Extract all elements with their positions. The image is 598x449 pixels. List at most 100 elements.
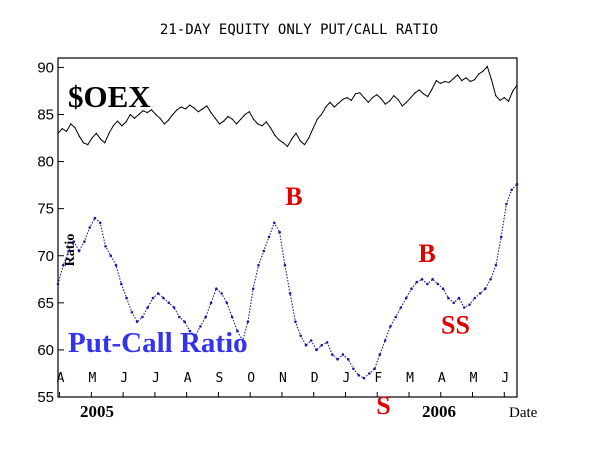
ratio-point [426,282,429,286]
ratio-point [230,315,234,319]
oex-point [367,101,369,103]
oex-point [176,109,178,111]
ratio-point [431,278,434,281]
x-tick-label: J [152,371,160,386]
oex-point [312,128,314,130]
oex-point [439,82,442,84]
ratio-point [156,292,160,295]
oex-point [350,99,352,101]
ratio-point [225,301,229,305]
oex-point [388,100,391,102]
ratio-point [415,280,419,284]
oex-point [461,80,463,82]
ratio-point [383,339,387,342]
oex-point [235,123,238,125]
x-tick-label: F [374,371,382,386]
ratio-point [125,296,128,300]
oex-point [371,97,374,99]
oex-point [240,118,242,120]
ratio-point [251,287,255,291]
ratio-point [510,188,513,192]
ratio-point [362,376,366,380]
ratio-point [209,301,213,305]
signal-label: B [285,182,302,211]
ratio-point [241,339,244,342]
oex-point [337,102,340,104]
oex-point [184,108,187,110]
ratio-point [404,296,408,300]
oex-point [159,117,161,119]
ratio-point [162,296,165,300]
oex-point [231,118,233,120]
ratio-point [77,249,81,253]
ratio-point [494,263,498,267]
ratio-point [188,329,192,333]
ratio-point [331,353,334,356]
ratio-point [130,311,134,314]
ratio-point [72,240,76,243]
oex-point [278,139,280,141]
oex-point [303,144,306,146]
ratio-point [273,221,276,225]
x-tick-label: J [501,371,509,386]
oex-point [478,73,480,75]
oex-point [414,92,416,94]
ratio-point [151,296,155,300]
x-tick-label: A [438,371,446,386]
oex-point [427,96,429,98]
oex-point [444,80,446,83]
oex-point [380,97,382,100]
oex-point [87,144,89,146]
signal-label: S [376,391,390,420]
ratio-point [294,320,297,324]
ratio-point [473,296,477,300]
ratio-point [325,341,329,344]
oex-point [257,123,259,125]
oex-point [291,138,293,140]
oex-point [142,110,144,112]
ratio-point [336,358,339,361]
oex-point [431,88,433,90]
x-tick-label: A [184,371,192,386]
oex-point [65,130,68,132]
oex-point [316,118,318,120]
oex-point [125,121,127,123]
oex-point [325,106,327,108]
oex-point [112,125,114,127]
ratio-point [378,353,382,356]
oex-point [295,132,297,134]
ratio-point [352,367,355,371]
x-tick-label: N [279,371,287,386]
oex-point [201,108,204,110]
y-axis: 55 60 65 70 75 80 85 90 [37,59,64,406]
oex-point [384,103,386,105]
ratio-point [441,287,445,291]
y-axis-label: Ratio [63,234,78,267]
oex-point [223,120,225,122]
ratio-point [56,282,60,286]
oex-point [74,127,76,129]
ratio-point [299,334,303,338]
oex-point [167,119,170,121]
oex-point [265,121,267,123]
oex-point [456,74,459,76]
y-tick-label: 75 [37,201,54,218]
oex-point [405,101,408,103]
ratio-point [452,301,456,305]
oex-point [197,111,199,113]
ratio-point [484,287,487,291]
ratio-point [478,292,482,295]
ratio-point [62,263,65,267]
signal-label: B [418,239,435,268]
ratio-point [283,263,287,267]
x-axis-label: Date [509,405,538,421]
ratio-point [135,320,139,324]
ratio-point [236,329,239,333]
x-tick-label: J [343,371,351,386]
ratio-point [199,325,202,328]
ratio-point [220,292,223,295]
ratio-point [410,287,413,291]
x-tick-label: D [311,371,319,386]
oex-point [397,98,399,100]
y-tick-label: 70 [37,248,54,265]
